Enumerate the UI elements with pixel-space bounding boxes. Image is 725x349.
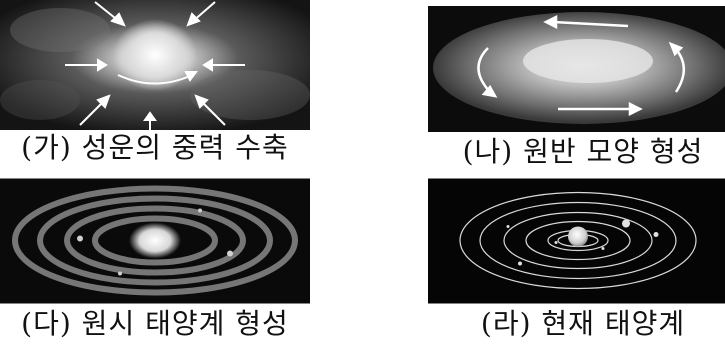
- present-solar-system-image: [428, 178, 725, 304]
- panel-proto-solar-system: (다) 원시 태양계 형성: [0, 176, 310, 342]
- nebula-contraction-image: [0, 0, 310, 130]
- panel-disk-formation: (나) 원반 모양 형성: [428, 4, 725, 170]
- caption-present-solar-system: (라) 현재 태양계: [480, 307, 686, 340]
- disk-formation-image: [428, 6, 725, 132]
- proto-solar-system-image: [0, 178, 310, 304]
- panel-present-solar-system: (라) 현재 태양계: [428, 176, 725, 342]
- caption-disk-formation: (나) 원반 모양 형성: [462, 135, 704, 168]
- panel-nebula-contraction: (가) 성운의 중력 수축: [0, 0, 310, 166]
- caption-nebula-contraction: (가) 성운의 중력 수축: [21, 131, 289, 164]
- caption-proto-solar-system: (다) 원시 태양계 형성: [21, 307, 289, 340]
